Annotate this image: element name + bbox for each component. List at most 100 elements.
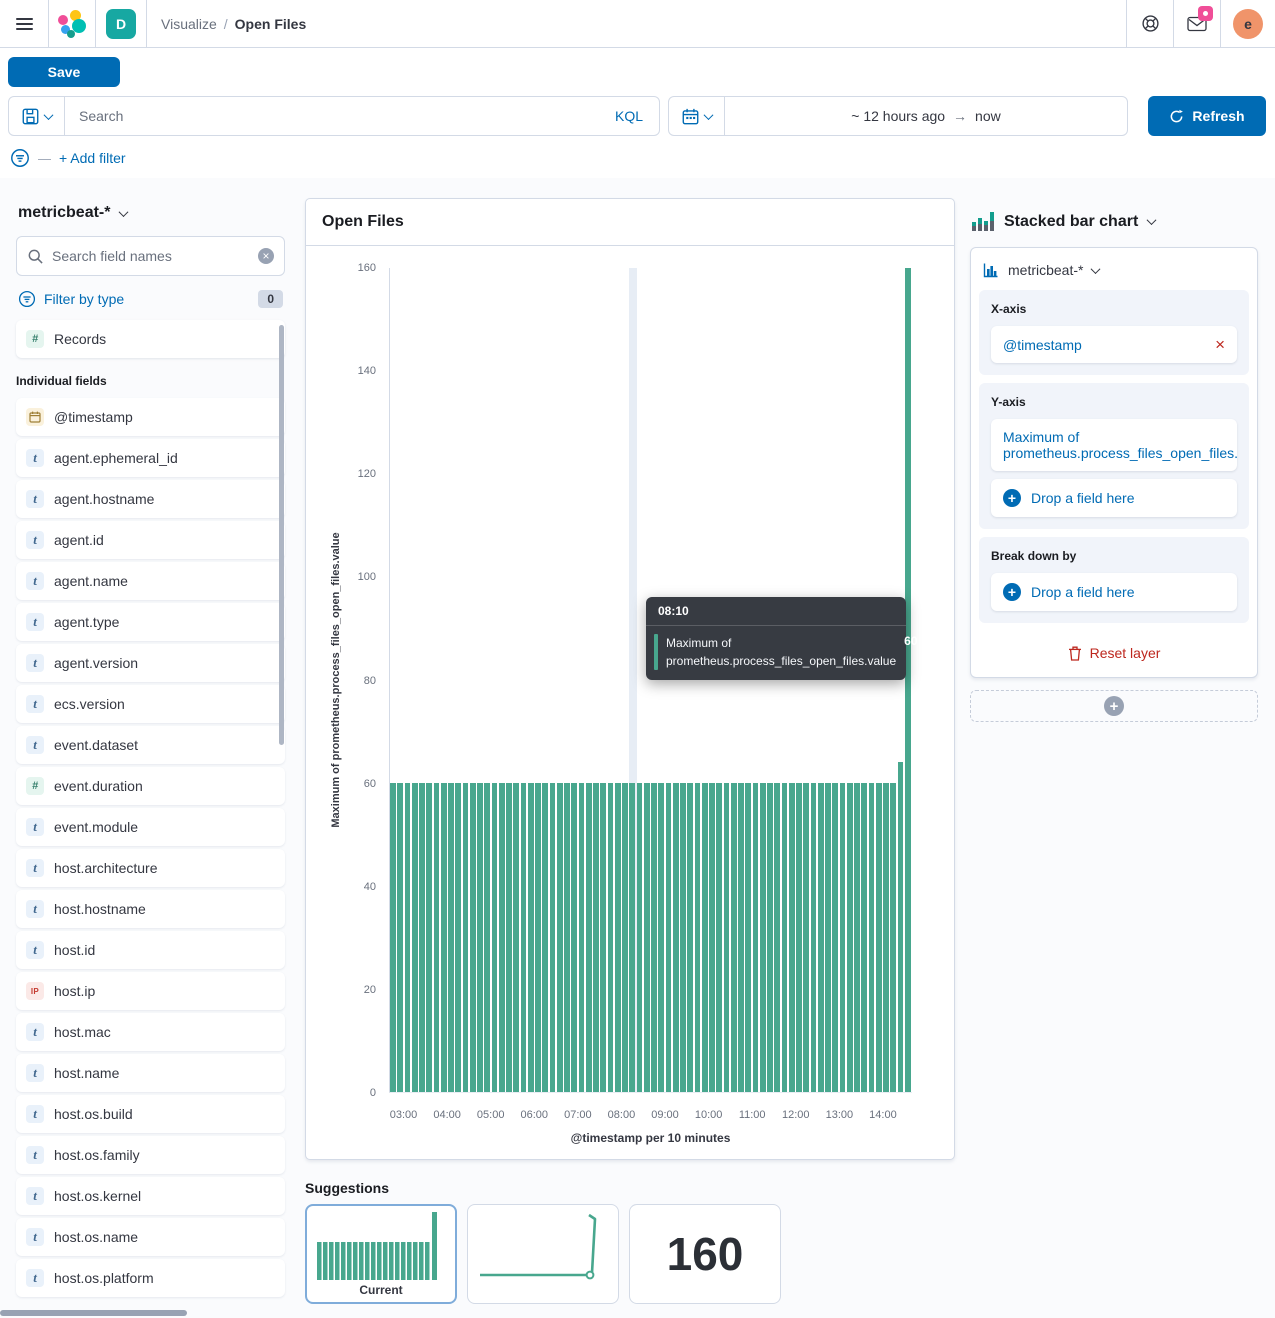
filter-by-type-button[interactable]: Filter by type [44,291,125,307]
field-item[interactable]: t host.os.build [16,1095,285,1133]
layer-index-pattern[interactable]: metricbeat-* [979,256,1249,290]
breakdown-label: Break down by [991,549,1077,563]
avatar: e [1233,8,1263,39]
query-input-group: KQL [8,96,660,136]
filter-icon [18,290,36,308]
date-quick-menu[interactable] [669,97,725,135]
reset-layer-label: Reset layer [1089,645,1161,661]
horizontal-scrollbar[interactable] [0,1310,187,1316]
field-name: agent.ephemeral_id [54,450,178,466]
x-axis-dimension[interactable]: @timestamp × [991,326,1237,363]
x-axis-field: @timestamp [1003,336,1082,353]
space-selector[interactable]: D [96,0,146,48]
save-button[interactable]: Save [8,57,120,87]
y-axis-label: Y-axis [991,395,1026,409]
space-badge: D [106,8,136,39]
chevron-down-icon [1091,263,1101,274]
field-name: event.duration [54,778,143,794]
help-button[interactable] [1127,0,1173,48]
field-item[interactable]: t ecs.version [16,685,285,723]
divider [146,0,147,48]
filter-set-icon[interactable] [10,148,30,168]
kql-button[interactable]: KQL [614,108,643,124]
field-item[interactable]: t agent.id [16,521,285,559]
user-menu[interactable]: e [1221,0,1275,48]
field-item[interactable]: t host.name [16,1054,285,1092]
breakdown-drop-zone[interactable]: + Drop a field here [991,573,1237,611]
suggestion-current[interactable]: Current [305,1204,457,1304]
menu-icon[interactable] [0,0,48,48]
chevron-down-icon [703,109,713,120]
breadcrumb-visualize[interactable]: Visualize [161,15,217,32]
field-item[interactable]: t host.os.name [16,1218,285,1256]
field-item[interactable]: t agent.version [16,644,285,682]
field-item[interactable]: t host.os.kernel [16,1177,285,1215]
field-item[interactable]: IP host.ip [16,972,285,1010]
suggestion-metric[interactable]: 160 [629,1204,781,1304]
field-item[interactable]: t agent.hostname [16,480,285,518]
notification-badge [1198,5,1213,21]
index-pattern-switcher[interactable]: metricbeat-* [16,196,285,236]
plot-area[interactable] [389,268,912,1093]
text-field-icon: t [26,654,44,672]
field-item[interactable]: # event.duration [16,767,285,805]
field-item[interactable]: t host.hostname [16,890,285,928]
chart-type-switcher[interactable]: Stacked bar chart [970,198,1258,247]
sidebar-scrollbar[interactable] [279,325,284,745]
field-search-box: × [16,236,285,276]
y-axis-dimension[interactable]: Maximum of prometheus.process_files_open… [991,419,1238,471]
field-name: host.id [54,942,96,958]
field-search-input[interactable] [52,248,250,264]
search-input[interactable] [65,108,599,124]
help-icon [1141,15,1159,32]
field-item[interactable]: t host.architecture [16,849,285,887]
add-layer-button[interactable]: + [970,690,1258,722]
y-axis-drop-zone[interactable]: + Drop a field here [991,479,1237,517]
field-item[interactable]: t host.os.platform [16,1259,285,1297]
text-field-icon: t [26,1187,44,1205]
time-range-button[interactable]: ~ 12 hours ago → now [725,108,1127,124]
field-item[interactable]: t host.os.family [16,1136,285,1174]
field-name: event.module [54,819,139,835]
field-item[interactable]: t host.mac [16,1013,285,1051]
plus-icon: + [1003,583,1021,601]
breadcrumb-separator: / [223,15,228,32]
field-item[interactable]: t event.dataset [16,726,285,764]
field-sidebar: metricbeat-* × Filter by type 0 # Record… [16,196,285,1297]
reset-layer-button[interactable]: Reset layer [979,631,1249,669]
clear-search-icon[interactable]: × [258,248,274,264]
records-field[interactable]: # Records [16,320,285,358]
saved-query-menu[interactable] [9,97,65,135]
field-name: agent.name [54,573,128,589]
field-list: @timestamp t agent.ephemeral_id t agent.… [16,398,285,1297]
text-field-icon: t [26,1228,44,1246]
refresh-button[interactable]: Refresh [1148,96,1266,136]
layer-index-pattern-name: metricbeat-* [1008,262,1084,278]
suggestion-line-chart[interactable] [467,1204,619,1304]
field-name: agent.id [54,532,104,548]
add-filter-button[interactable]: + Add filter [59,150,126,166]
field-item[interactable]: t host.id [16,931,285,969]
records-label: Records [54,331,107,347]
breakdown-section: Break down by + Drop a field here [979,537,1249,623]
plus-icon: + [1104,696,1124,716]
top-nav-bar: D Visualize / Open Files [0,0,1275,48]
field-item[interactable]: t agent.ephemeral_id [16,439,285,477]
remove-dimension-icon[interactable]: × [1215,335,1225,354]
suggestions-row: Current 160 [305,1204,781,1304]
chevron-down-icon [1146,215,1157,226]
text-field-icon: t [26,695,44,713]
chart-title: Open Files [306,199,954,246]
index-pattern-name: metricbeat-* [18,204,111,221]
arrow-right-icon: → [953,108,968,124]
mail-icon [1187,16,1207,31]
field-item[interactable]: t agent.name [16,562,285,600]
newsfeed-button[interactable] [1174,0,1220,48]
y-axis-title: Maximum of prometheus.process_files_open… [330,532,342,828]
field-item[interactable]: @timestamp [16,398,285,436]
field-name: agent.version [54,655,139,671]
field-item[interactable]: t event.module [16,808,285,846]
series-color-marker [654,634,658,670]
field-item[interactable]: t agent.type [16,603,285,641]
elastic-logo[interactable] [49,0,95,48]
